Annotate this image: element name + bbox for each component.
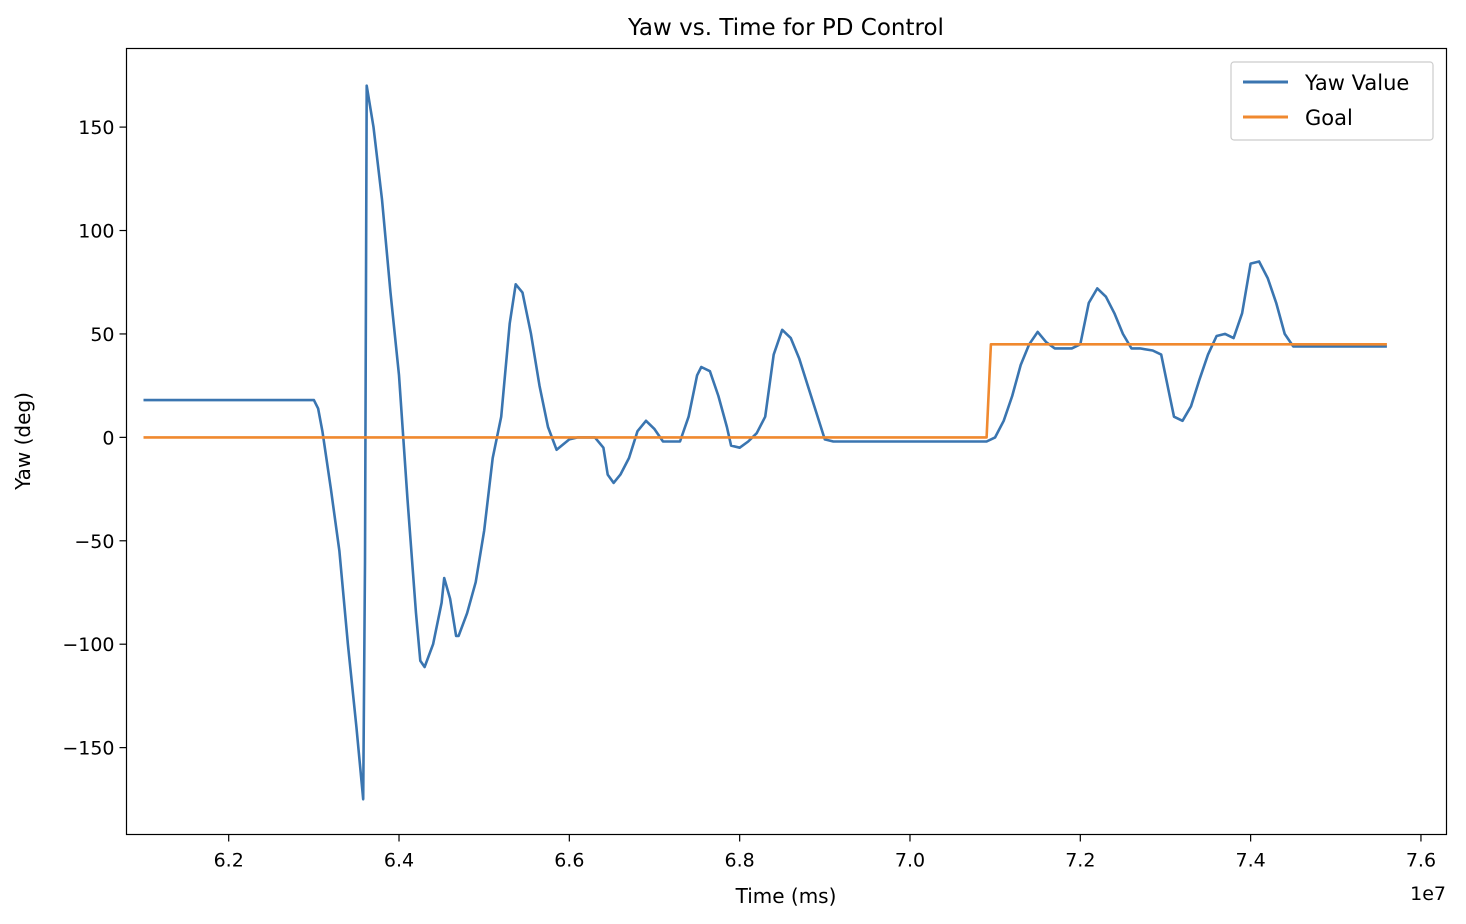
- x-offset-label: 1e7: [1410, 883, 1446, 905]
- y-ticks: −150 −100 −50 0 50 100 150: [62, 117, 127, 760]
- y-tick-label: 0: [102, 427, 114, 449]
- y-tick-label: −50: [74, 531, 114, 553]
- x-tick-label: 7.4: [1236, 850, 1266, 872]
- x-ticks: 6.2 6.4 6.6 6.8 7.0 7.2 7.4 7.6: [214, 834, 1436, 872]
- x-tick-label: 6.6: [554, 850, 584, 872]
- y-tick-label: −100: [62, 634, 114, 656]
- x-tick-label: 6.2: [214, 850, 244, 872]
- y-tick-label: 150: [78, 117, 114, 139]
- x-tick-label: 7.0: [895, 850, 925, 872]
- chart-title: Yaw vs. Time for PD Control: [627, 15, 944, 41]
- x-tick-label: 7.2: [1065, 850, 1095, 872]
- x-axis-label: Time (ms): [735, 884, 837, 908]
- series-line-yaw-value: [143, 84, 1387, 801]
- y-tick-label: 50: [90, 324, 114, 346]
- series-line-goal: [143, 342, 1387, 439]
- x-tick-label: 7.6: [1406, 850, 1436, 872]
- legend-label-goal: Goal: [1305, 106, 1353, 130]
- plot-lines: [143, 84, 1387, 801]
- plot-frame: [125, 47, 1448, 836]
- legend-label-yaw-value: Yaw Value: [1304, 71, 1409, 95]
- y-tick-label: −150: [62, 738, 114, 760]
- legend: Yaw Value Goal: [1230, 61, 1434, 141]
- y-axis-label: Yaw (deg): [11, 392, 35, 491]
- y-tick-label: 100: [78, 221, 114, 243]
- x-tick-label: 6.8: [725, 850, 755, 872]
- x-tick-label: 6.4: [384, 850, 414, 872]
